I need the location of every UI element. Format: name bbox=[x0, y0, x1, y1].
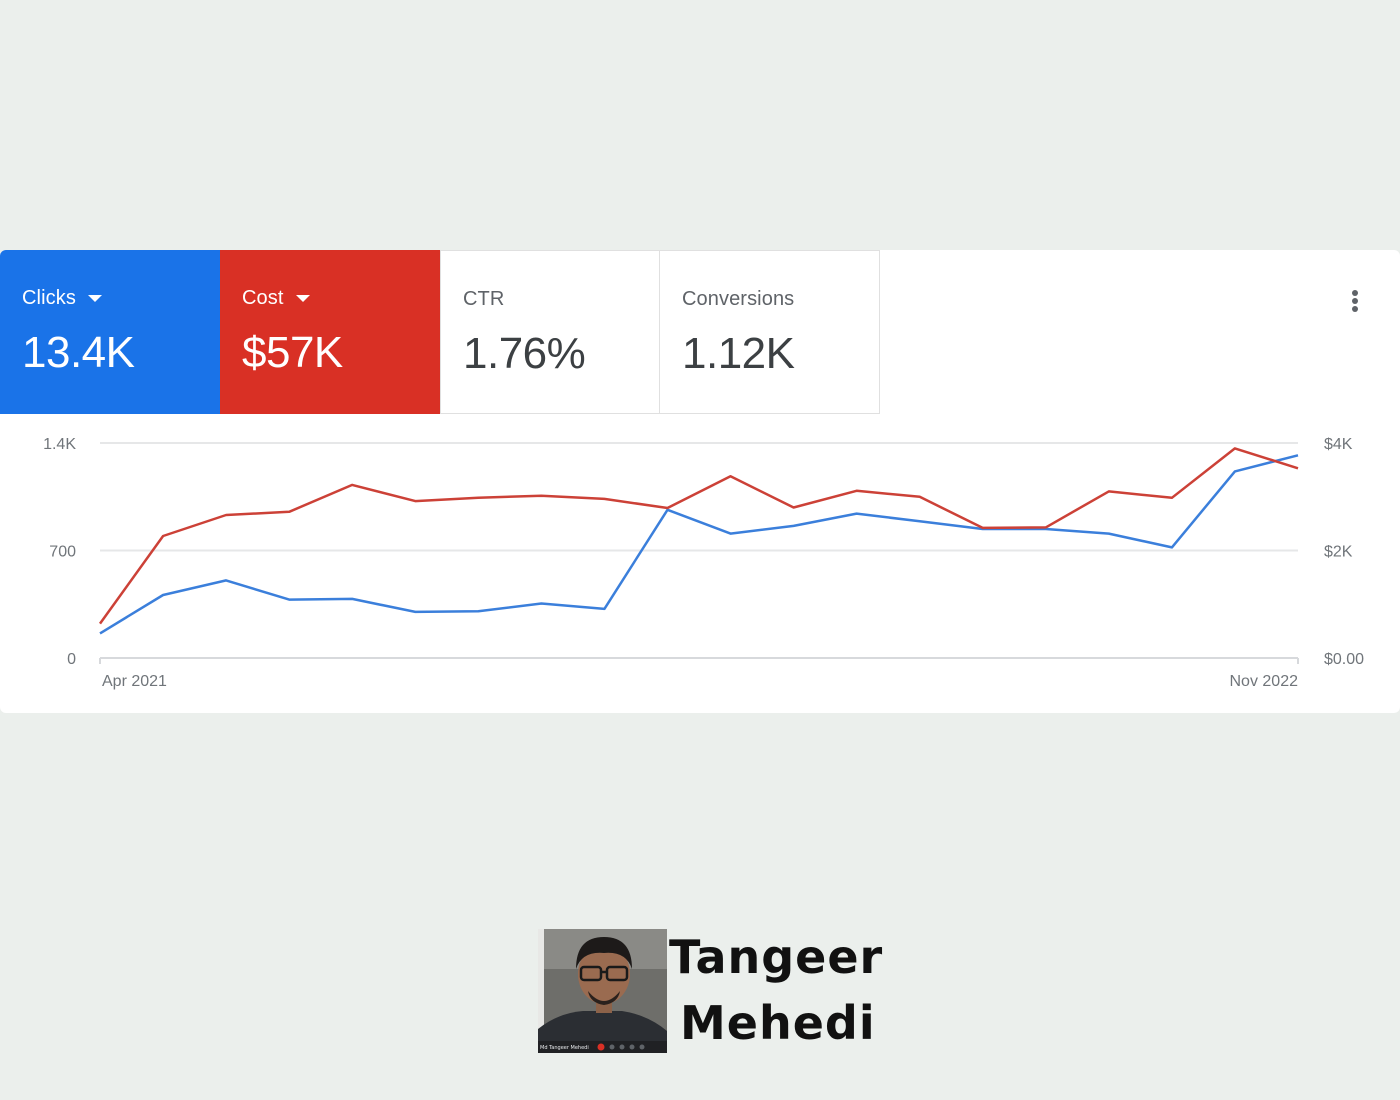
y-tick-label-right: $4K bbox=[1324, 436, 1353, 453]
author-last-name: Mehedi bbox=[680, 996, 876, 1050]
metric-tile-ctr[interactable]: CTR 1.76% bbox=[440, 250, 660, 414]
metric-value-ctr: 1.76% bbox=[463, 329, 586, 378]
metric-value-cost: $57K bbox=[242, 328, 343, 377]
metric-tile-conversions[interactable]: Conversions 1.12K bbox=[660, 250, 880, 414]
photo-caption: Md Tangeer Mehedi bbox=[540, 1045, 589, 1051]
metric-label-clicks: Clicks bbox=[22, 286, 76, 309]
metric-label-cost: Cost bbox=[242, 286, 284, 309]
metric-label-conversions: Conversions bbox=[682, 287, 795, 310]
metric-label-ctr: CTR bbox=[463, 287, 505, 310]
metric-value-clicks: 13.4K bbox=[22, 328, 135, 377]
y-tick-label-left: 1.4K bbox=[43, 436, 76, 453]
metric-tile-cost[interactable]: Cost $57K bbox=[220, 250, 440, 414]
metric-tiles: Clicks 13.4K Cost $57K CTR 1.76% Convers… bbox=[0, 250, 880, 414]
performance-line-chart: 0 $0.00 700 $2K 1.4K $4K Apr 2021 Nov 2022 bbox=[43, 436, 1364, 690]
metric-value-conversions: 1.12K bbox=[682, 329, 795, 378]
dropdown-arrow-icon[interactable] bbox=[87, 294, 102, 302]
y-tick-label-left: 700 bbox=[49, 544, 76, 561]
y-tick-label-right: $2K bbox=[1324, 544, 1353, 561]
performance-card: Clicks 13.4K Cost $57K CTR 1.76% Convers… bbox=[0, 250, 1400, 713]
y-tick-label-left: 0 bbox=[67, 651, 76, 668]
metric-tile-clicks[interactable]: Clicks 13.4K bbox=[0, 250, 220, 414]
more-vert-icon[interactable] bbox=[1342, 288, 1368, 314]
profile-photo: Md Tangeer Mehedi bbox=[538, 929, 667, 1053]
dropdown-arrow-icon[interactable] bbox=[295, 294, 310, 302]
series-line-clicks bbox=[99, 454, 1299, 635]
series-line-cost bbox=[98, 447, 1299, 625]
author-first-name: Tangeer bbox=[669, 930, 884, 984]
y-tick-label-right: $0.00 bbox=[1324, 651, 1364, 668]
x-tick-label: Nov 2022 bbox=[1230, 673, 1299, 690]
x-tick-label: Apr 2021 bbox=[102, 673, 167, 690]
